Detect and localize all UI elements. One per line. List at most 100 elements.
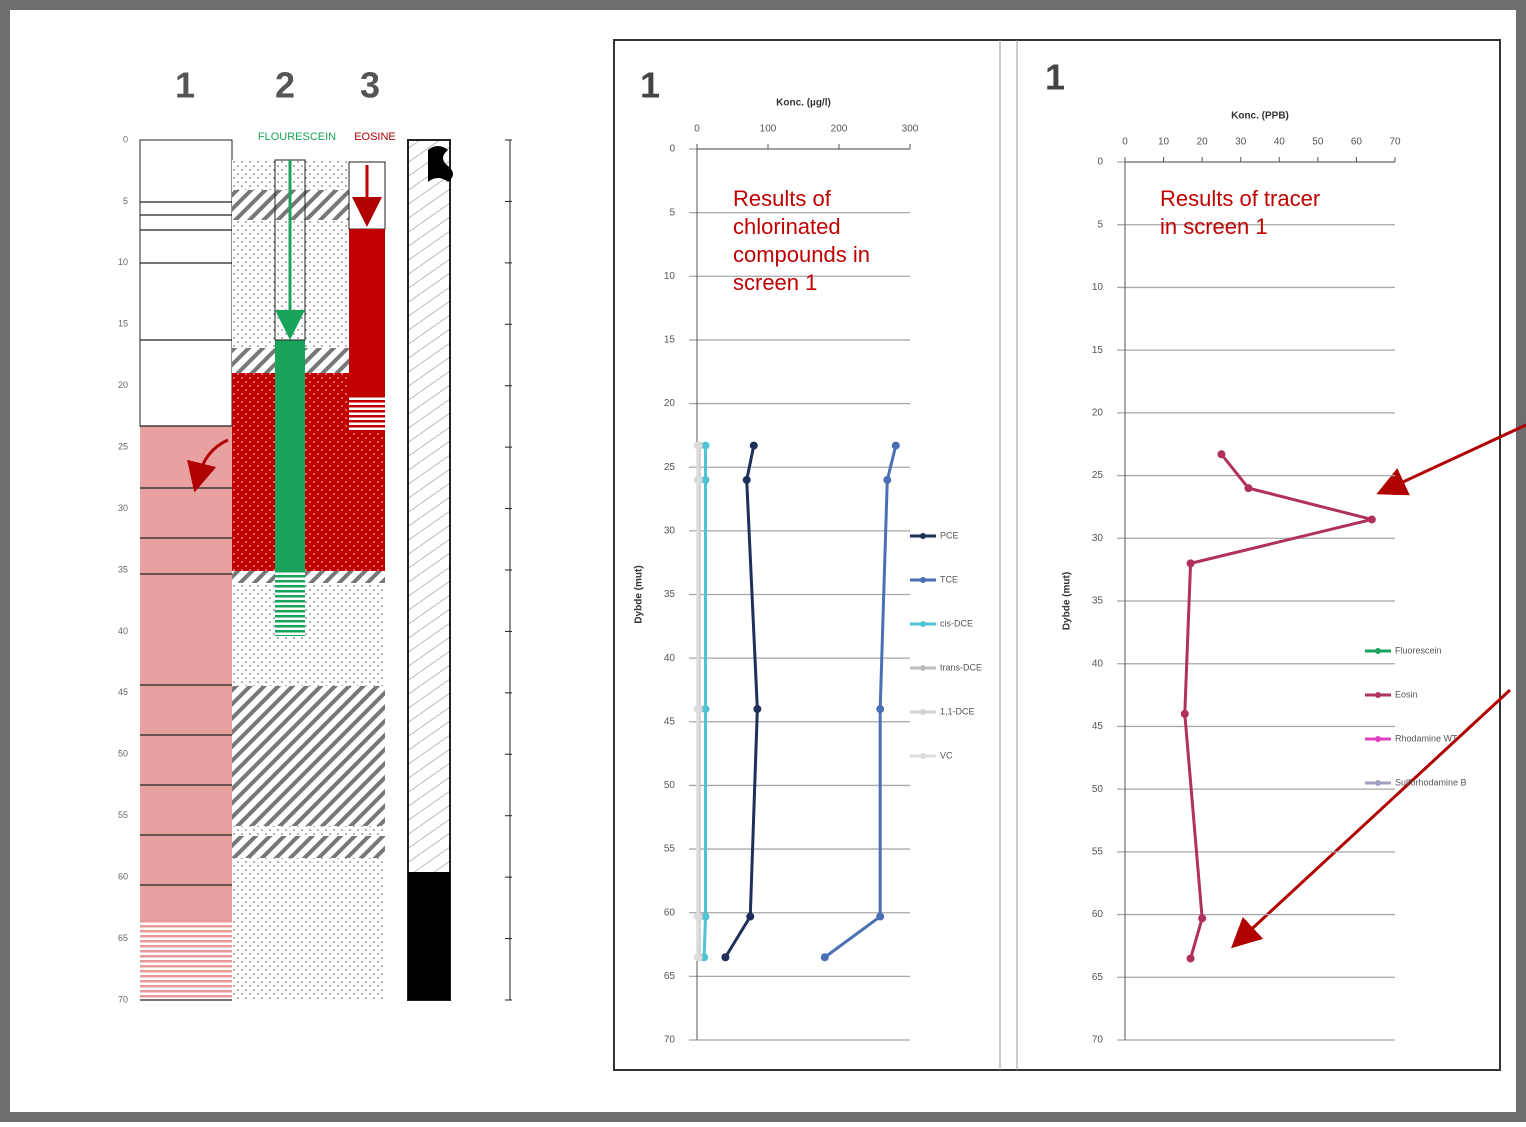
- depth-label: 65: [118, 933, 128, 943]
- data-point: [1368, 515, 1376, 523]
- annotation: Results of: [733, 186, 832, 211]
- y-tick-label: 0: [1097, 157, 1103, 168]
- data-point: [1187, 954, 1195, 962]
- legend-marker: [920, 533, 926, 539]
- y-tick-label: 30: [1092, 533, 1104, 544]
- y-tick-label: 30: [664, 525, 676, 536]
- legend-marker: [920, 665, 926, 671]
- y-tick-label: 50: [664, 780, 676, 791]
- annotation: chlorinated: [733, 214, 841, 239]
- depth-label: 55: [118, 810, 128, 820]
- y-tick-label: 5: [1097, 219, 1103, 230]
- tracer-label: EOSINE: [354, 131, 396, 143]
- y-tick-label: 10: [664, 271, 676, 282]
- depth-label: 20: [118, 380, 128, 390]
- annotation: compounds in: [733, 242, 870, 267]
- depth-label: 30: [118, 503, 128, 513]
- y-tick-label: 15: [1092, 345, 1104, 356]
- panel-number: 1: [1045, 57, 1065, 98]
- legend-label: VC: [940, 750, 953, 760]
- legend-label: PCE: [940, 530, 959, 540]
- y-tick-label: 10: [1092, 282, 1104, 293]
- figure: 123FLOURESCEINEOSINE05101520253035404550…: [0, 0, 1526, 1122]
- x-tick-label: 0: [694, 124, 700, 135]
- data-point: [694, 476, 702, 484]
- annotation: Results of tracer: [1160, 186, 1320, 211]
- y-tick-label: 5: [669, 207, 675, 218]
- data-point: [892, 442, 900, 450]
- data-point: [821, 953, 829, 961]
- data-point: [1217, 450, 1225, 458]
- y-axis-title: Dybde (mut): [634, 565, 645, 623]
- legend-marker: [920, 709, 926, 715]
- depth-label: 40: [118, 626, 128, 636]
- data-point: [876, 705, 884, 713]
- y-tick-label: 65: [664, 971, 676, 982]
- x-tick-label: 30: [1235, 137, 1247, 148]
- legend-label: Rhodamine WT: [1395, 733, 1458, 743]
- legend-marker: [1375, 736, 1381, 742]
- y-tick-label: 60: [664, 907, 676, 918]
- legend-label: TCE: [940, 574, 958, 584]
- legend-marker: [920, 577, 926, 583]
- y-axis-title: Dybde (mut): [1062, 572, 1073, 630]
- panel-number: 1: [640, 65, 660, 106]
- x-tick-label: 0: [1122, 137, 1128, 148]
- column-number: 2: [275, 65, 295, 106]
- y-tick-label: 55: [664, 844, 676, 855]
- y-tick-label: 65: [1092, 972, 1104, 983]
- y-tick-label: 35: [664, 589, 676, 600]
- data-point: [694, 705, 702, 713]
- y-tick-label: 0: [669, 144, 675, 155]
- x-tick-label: 300: [902, 124, 919, 135]
- column-number: 1: [175, 65, 195, 106]
- y-tick-label: 45: [664, 716, 676, 727]
- column-number: 3: [360, 65, 380, 106]
- series-line: [704, 446, 705, 958]
- depth-label: 15: [118, 319, 128, 329]
- y-tick-label: 35: [1092, 596, 1104, 607]
- annotation: in screen 1: [1160, 214, 1268, 239]
- x-tick-label: 40: [1274, 137, 1286, 148]
- data-point: [753, 705, 761, 713]
- legend-marker: [1375, 692, 1381, 698]
- data-point: [876, 913, 884, 921]
- data-point: [721, 953, 729, 961]
- legend-marker: [1375, 648, 1381, 654]
- legend-marker: [920, 753, 926, 759]
- y-tick-label: 40: [664, 653, 676, 664]
- y-tick-label: 25: [664, 462, 676, 473]
- legend-label: 1,1-DCE: [940, 706, 975, 716]
- x-tick-label: 70: [1389, 137, 1401, 148]
- data-point: [883, 476, 891, 484]
- data-point: [694, 953, 702, 961]
- x-tick-label: 200: [831, 124, 848, 135]
- x-tick-label: 100: [760, 124, 777, 135]
- data-point: [1198, 914, 1206, 922]
- y-tick-label: 45: [1092, 721, 1104, 732]
- y-tick-label: 70: [1092, 1035, 1104, 1046]
- legend-label: cis-DCE: [940, 618, 973, 628]
- x-tick-label: 10: [1158, 137, 1170, 148]
- annotation: screen 1: [733, 270, 817, 295]
- legend-label: Fluorescein: [1395, 645, 1442, 655]
- data-point: [746, 913, 754, 921]
- legend-marker: [1375, 780, 1381, 786]
- data-point: [743, 476, 751, 484]
- data-point: [694, 442, 702, 450]
- legend-label: Sulforhodamine B: [1395, 777, 1467, 787]
- x-tick-label: 50: [1312, 137, 1324, 148]
- depth-label: 60: [118, 872, 128, 882]
- depth-label: 0: [123, 134, 128, 144]
- data-point: [1181, 710, 1189, 718]
- y-tick-label: 20: [664, 398, 676, 409]
- depth-label: 70: [118, 994, 128, 1004]
- legend-label: trans-DCE: [940, 662, 982, 672]
- data-point: [750, 442, 758, 450]
- y-tick-label: 50: [1092, 784, 1104, 795]
- tracer-label: FLOURESCEIN: [258, 131, 336, 143]
- data-point: [694, 913, 702, 921]
- y-tick-label: 20: [1092, 407, 1104, 418]
- x-tick-label: 60: [1351, 137, 1363, 148]
- y-tick-label: 60: [1092, 909, 1104, 920]
